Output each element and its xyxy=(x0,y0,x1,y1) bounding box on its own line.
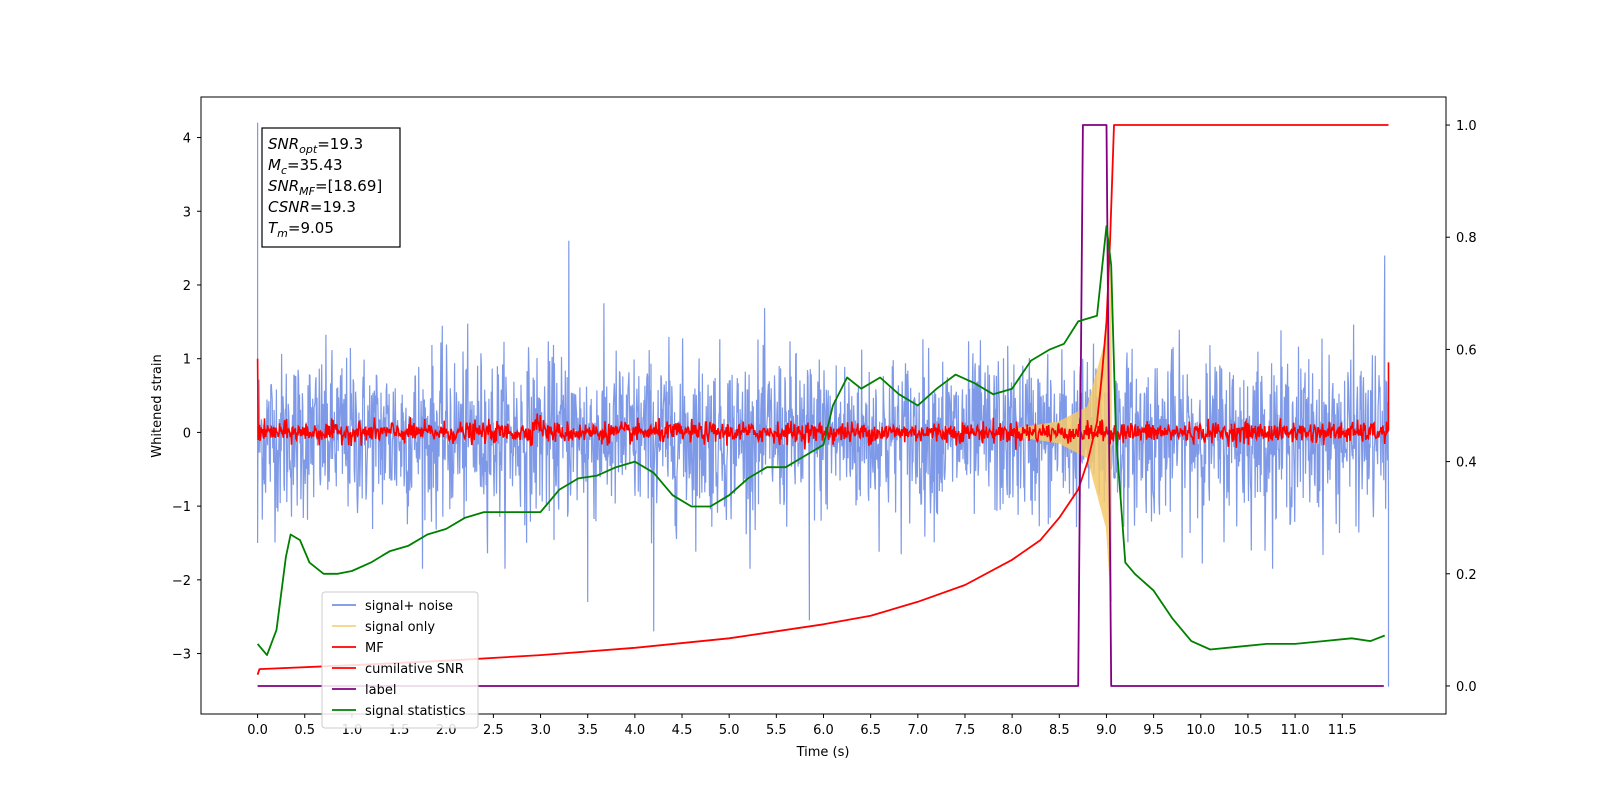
series-label xyxy=(257,124,1384,687)
legend-label: cumilative SNR xyxy=(365,662,464,677)
x-tick-label: 5.0 xyxy=(719,723,740,738)
y-left-tick-label: 4 xyxy=(183,132,191,147)
legend: signal+ noise signal only MF cumilative SNR… xyxy=(321,591,479,729)
x-tick-label: 11.5 xyxy=(1328,723,1357,738)
y-left-tick-label: −2 xyxy=(172,574,191,589)
x-tick-label: 9.5 xyxy=(1143,723,1164,738)
y-right-tick-label: 0.4 xyxy=(1456,456,1477,471)
y-left-tick-label: −3 xyxy=(172,648,191,663)
y-left-tick-label: 1 xyxy=(183,353,191,368)
series-layer xyxy=(256,122,1390,687)
x-axis-label: Time (s) xyxy=(796,745,850,760)
x-tick-label: 10.5 xyxy=(1233,723,1262,738)
legend-label: MF xyxy=(365,641,384,656)
x-tick-label: 2.5 xyxy=(483,723,504,738)
annotation-box: SNRopt=19.3Mc=35.43SNRMF=[18.69]CSNR=19.… xyxy=(261,127,401,248)
y-right-tick-label: 0.2 xyxy=(1456,568,1477,583)
x-tick-label: 11.0 xyxy=(1281,723,1310,738)
series-mf xyxy=(256,358,1390,450)
legend-label: signal statistics xyxy=(365,704,466,719)
y-axis-right-ticks: 0.0 0.2 0.4 0.6 0.8 1.0 xyxy=(1446,119,1477,695)
x-tick-label: 4.5 xyxy=(672,723,693,738)
x-tick-label: 8.5 xyxy=(1049,723,1070,738)
x-tick-label: 0.0 xyxy=(247,723,268,738)
y-right-tick-label: 0.0 xyxy=(1456,680,1477,695)
y-axis-label: Whitened strain xyxy=(150,354,165,457)
y-left-tick-label: 3 xyxy=(183,205,191,220)
series-signal-noise xyxy=(257,122,1390,687)
y-left-tick-label: 2 xyxy=(183,279,191,294)
annotation-line: Tm=9.05 xyxy=(268,219,334,240)
annotation-line: SNRMF=[18.69] xyxy=(268,177,382,198)
x-tick-label: 10.0 xyxy=(1186,723,1215,738)
x-tick-label: 3.5 xyxy=(577,723,598,738)
x-tick-label: 4.0 xyxy=(625,723,646,738)
legend-label: signal only xyxy=(365,620,435,635)
annotation-line: Mc=35.43 xyxy=(268,156,343,177)
y-right-tick-label: 0.6 xyxy=(1456,343,1477,358)
y-left-tick-label: 0 xyxy=(183,426,191,441)
y-right-tick-label: 0.8 xyxy=(1456,231,1477,246)
x-tick-label: 3.0 xyxy=(530,723,551,738)
x-tick-label: 0.5 xyxy=(294,723,315,738)
y-right-tick-label: 1.0 xyxy=(1456,119,1477,134)
legend-label: label xyxy=(365,683,396,698)
x-tick-label: 7.5 xyxy=(955,723,976,738)
x-tick-label: 6.0 xyxy=(813,723,834,738)
y-left-tick-label: −1 xyxy=(172,500,191,515)
x-tick-label: 8.0 xyxy=(1002,723,1023,738)
annotation-frame xyxy=(261,127,401,248)
series-signal-only xyxy=(1011,265,1112,603)
annotation-line: CSNR=19.3 xyxy=(268,198,356,216)
y-axis-left-ticks: −3 −2 −1 0 1 2 3 4 xyxy=(172,132,201,663)
x-tick-label: 7.0 xyxy=(907,723,928,738)
x-tick-label: 9.0 xyxy=(1096,723,1117,738)
x-tick-label: 5.5 xyxy=(766,723,787,738)
annotation-line: SNRopt=19.3 xyxy=(268,135,363,156)
x-tick-label: 6.5 xyxy=(860,723,881,738)
legend-frame xyxy=(321,591,479,729)
series-signal-statistics xyxy=(256,225,1386,656)
legend-label: signal+ noise xyxy=(365,599,453,614)
